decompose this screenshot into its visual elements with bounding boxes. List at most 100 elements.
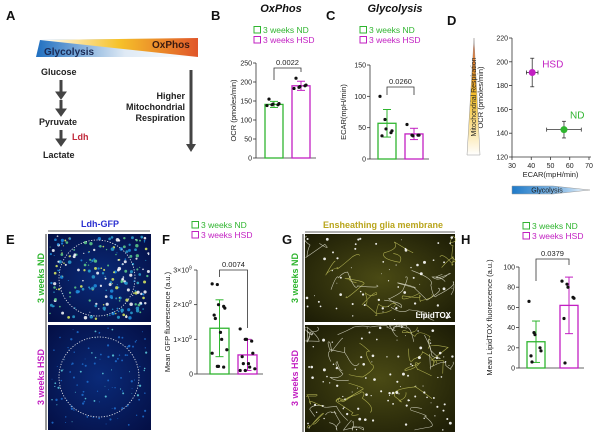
fluorescent-spot	[121, 359, 124, 362]
legend-label: 3 weeks ND	[532, 221, 578, 231]
fluorescent-spot	[67, 260, 72, 264]
lipid-droplet	[442, 429, 444, 431]
lipid-droplet	[403, 291, 407, 294]
glycolysis-arrow	[511, 185, 591, 195]
y-tick-label: 150	[240, 99, 252, 106]
lipid-droplet	[415, 385, 417, 387]
fluorescent-spot	[88, 299, 91, 302]
membrane-fiber	[306, 326, 319, 343]
fluorescent-spot	[143, 236, 147, 240]
lipid-droplet	[423, 391, 426, 394]
data-point	[238, 368, 242, 373]
lipid-droplet	[419, 283, 421, 285]
fluorescent-spot	[139, 266, 141, 268]
legend-swatch	[522, 232, 530, 240]
fluorescent-spot	[72, 255, 76, 259]
data-point	[210, 282, 214, 286]
fluorescent-spot	[138, 398, 141, 401]
significance-bracket	[535, 258, 570, 281]
fluorescent-spot	[120, 308, 124, 313]
fluorescent-spot	[105, 289, 107, 292]
fluorescent-spot	[146, 269, 150, 274]
data-point	[304, 83, 308, 87]
fluorescent-spot	[51, 249, 55, 252]
lipid-droplet	[410, 363, 412, 365]
y-tick-label: 120	[496, 155, 508, 162]
glia-title: Ensheathing glia membrane	[323, 220, 443, 230]
fluorescent-spot	[146, 274, 149, 278]
lipid-droplet	[305, 296, 309, 300]
fluorescent-spot	[49, 303, 53, 307]
y-axis-label: Mean LipidTOX fluorescence (a.u.)	[485, 259, 494, 376]
legend-swatch	[359, 26, 367, 34]
fluorescent-spot	[104, 395, 107, 398]
fluorescent-spot	[104, 385, 106, 387]
x-tick-label: 50	[547, 163, 555, 170]
legend-swatch	[522, 222, 530, 230]
y-axis-label: Mean GFP fluorescence (a.u.)	[163, 271, 172, 372]
lipid-droplet	[359, 290, 362, 293]
fluorescent-spot	[134, 248, 137, 252]
y-axis-label: OCR (pmoles/min)	[229, 79, 238, 142]
fluorescent-spot	[144, 247, 148, 251]
fluorescent-spot	[55, 264, 58, 268]
lipid-droplet	[443, 403, 446, 406]
fluorescent-spot	[139, 365, 141, 368]
fluorescent-spot	[53, 349, 55, 351]
data-point	[565, 282, 569, 286]
fluorescent-spot	[70, 338, 73, 341]
data-point	[405, 122, 409, 127]
fluorescent-spot	[125, 315, 128, 319]
panel-a: A Glycolysis OxPhos Glucose Pyruvate Ldh…	[6, 8, 198, 160]
fluorescent-spot	[95, 337, 96, 339]
x-tick-label: 70	[585, 163, 593, 170]
fluorescent-spot	[52, 305, 55, 308]
lipid-droplet	[414, 395, 417, 398]
fluorescent-spot	[107, 355, 110, 359]
lipid-droplet	[360, 337, 363, 340]
lipid-droplet	[306, 305, 309, 308]
membrane-fiber	[431, 273, 451, 282]
membrane-fiber	[410, 407, 433, 431]
fluorescent-spot	[131, 393, 133, 394]
fluorescent-spot	[104, 295, 108, 298]
y-axis-label: OCR (pmoles/min)	[476, 66, 485, 129]
y-axis-label: ECAR(mpH/min)	[339, 84, 348, 140]
fluorescent-spot	[145, 259, 147, 261]
lipid-droplet	[350, 267, 352, 269]
y-tick-label: 100	[240, 118, 252, 125]
membrane-fiber	[327, 337, 343, 362]
data-point	[383, 117, 387, 122]
lipid-droplet	[448, 365, 450, 366]
bar-nd	[264, 103, 284, 159]
fluorescent-spot	[141, 331, 143, 333]
lipid-droplet	[351, 303, 354, 306]
lipid-droplet	[382, 311, 384, 313]
fluorescent-spot	[65, 241, 69, 244]
fluorescent-spot	[88, 286, 91, 289]
fluorescent-spot	[94, 317, 98, 320]
fluorescent-spot	[93, 259, 98, 263]
y-tick-label: 1×10	[173, 337, 189, 344]
fluorescent-spot	[111, 311, 115, 316]
fluorescent-spot	[60, 369, 63, 372]
lipid-droplet	[381, 307, 384, 310]
fluorescent-spot	[111, 277, 115, 281]
membrane-fiber	[361, 292, 378, 316]
fluorescent-spot	[64, 239, 67, 242]
panel-g: Ensheathing glia membrane LipidTOX 3 wee…	[290, 220, 457, 432]
y-tick-label: 100	[503, 265, 515, 272]
fluorescent-spot	[144, 392, 146, 394]
lipid-droplet	[423, 260, 426, 264]
data-point	[246, 362, 251, 366]
row-label-nd: 3 weeks ND	[290, 252, 300, 303]
glucose-label: Glucose	[41, 67, 77, 77]
fluorescent-spot	[104, 275, 106, 277]
data-point	[244, 337, 249, 341]
fluorescent-spot	[76, 331, 79, 334]
fluorescent-spot	[62, 245, 64, 247]
fluorescent-spot	[110, 236, 114, 239]
lipid-droplet	[326, 375, 328, 378]
lipid-droplet	[386, 356, 388, 358]
fluorescent-spot	[100, 267, 103, 270]
